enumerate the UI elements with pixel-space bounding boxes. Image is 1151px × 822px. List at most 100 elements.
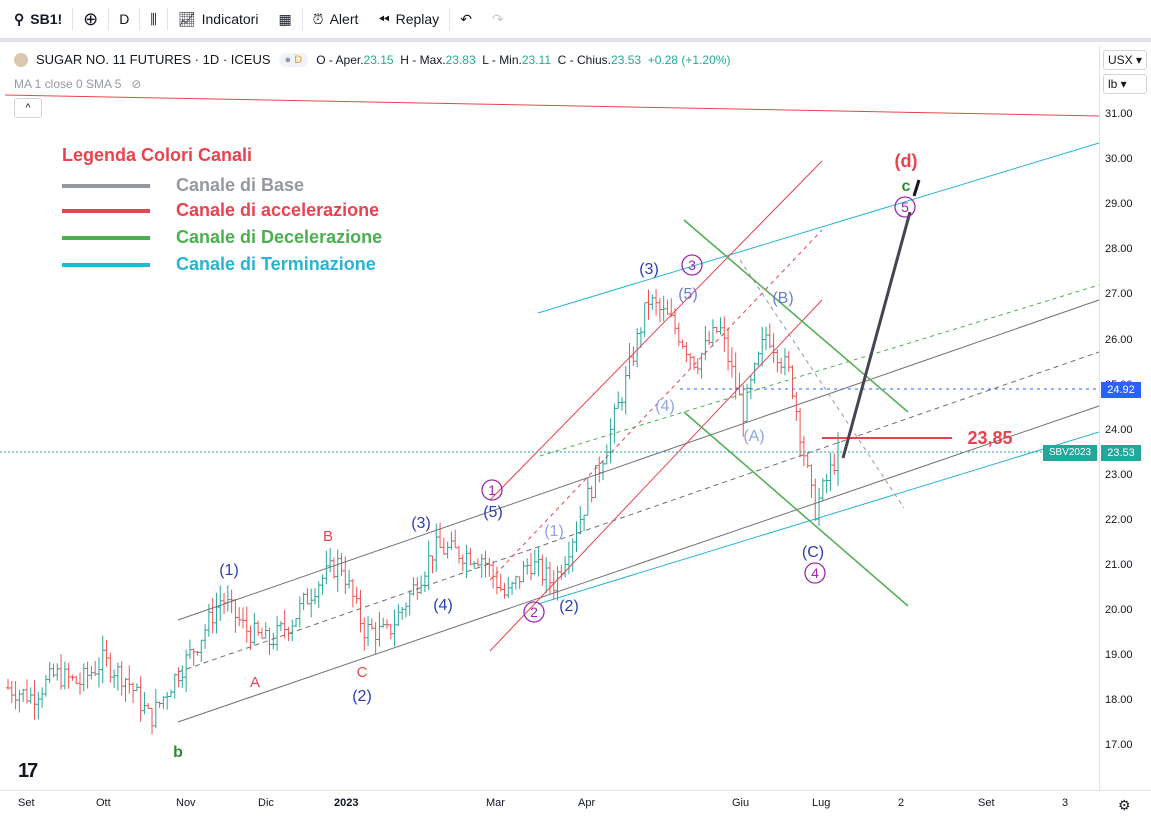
symbol-label: SB1! bbox=[30, 11, 63, 27]
grid-icon: ▦ bbox=[278, 10, 292, 27]
x-tick-label: 2 bbox=[898, 797, 905, 809]
divider bbox=[166, 8, 168, 30]
y-tick-label: 20.00 bbox=[1105, 604, 1133, 617]
deceleration-channel-lower bbox=[683, 411, 909, 607]
projection-arrow-tip bbox=[912, 179, 921, 197]
acceleration-channel-lower bbox=[489, 299, 823, 652]
replay-label: Replay bbox=[395, 11, 440, 27]
wave-labels: (1) B (3) (5) A C (2) (4) (1) (2) (3) (5) (4) (B) (A) (… bbox=[173, 151, 1012, 761]
wave-label: 23,85 bbox=[967, 428, 1012, 448]
divider bbox=[449, 8, 451, 30]
eye-off-icon[interactable]: ⊘ bbox=[131, 77, 142, 91]
wave-label: (5) bbox=[483, 504, 503, 521]
price-tag-level: 24.92 bbox=[1101, 382, 1141, 398]
wave-circle bbox=[681, 254, 703, 276]
interval-badge[interactable]: ● D bbox=[278, 52, 309, 67]
indicators-label: Indicatori bbox=[201, 11, 259, 27]
deceleration-median bbox=[739, 259, 905, 509]
wave-label: (4) bbox=[655, 398, 675, 415]
redo-button[interactable]: ↷ bbox=[482, 0, 514, 40]
acceleration-channel-median bbox=[489, 229, 823, 581]
y-tick-label: 24.00 bbox=[1105, 423, 1133, 436]
wave-circle bbox=[523, 601, 545, 623]
wave-label: (5) bbox=[678, 286, 698, 303]
rewind-icon: ⏪︎ bbox=[378, 10, 390, 27]
x-tick-label: 3 bbox=[1062, 797, 1069, 809]
price-chart[interactable]: (1) B (3) (5) A C (2) (4) (1) (2) (3) (5) (4) (B) (A) (… bbox=[0, 46, 1151, 822]
channel-legend-item: Canale di accelerazione bbox=[62, 200, 379, 221]
plus-circle-icon: ⊕ bbox=[83, 8, 99, 29]
y-tick-label: 26.00 bbox=[1105, 333, 1133, 346]
x-tick-label: Lug bbox=[812, 797, 831, 809]
interval-label: D bbox=[119, 11, 130, 27]
y-tick-label: 22.00 bbox=[1105, 513, 1133, 526]
price-axis[interactable] bbox=[1099, 46, 1151, 790]
deceleration-channel-upper bbox=[683, 219, 909, 413]
y-tick-label: 31.00 bbox=[1105, 108, 1133, 120]
unit-select[interactable]: lb ▾ bbox=[1103, 74, 1147, 94]
search-icon: ⚲ bbox=[14, 10, 25, 27]
wave-label: (C) bbox=[802, 544, 824, 561]
gear-icon[interactable]: ⚙ bbox=[1118, 797, 1131, 813]
wave-label: (A) bbox=[743, 428, 764, 445]
wave-label: A bbox=[250, 674, 260, 691]
alert-button[interactable]: ⏰︎ Alert bbox=[303, 0, 369, 40]
compare-button[interactable]: ⊕ bbox=[73, 0, 108, 40]
channel-legend-item: Canale di Base bbox=[62, 175, 304, 196]
x-tick-label: Apr bbox=[578, 797, 596, 809]
base-channel-median bbox=[177, 351, 1100, 673]
x-tick-label: Set bbox=[18, 797, 35, 809]
x-tick-label: Nov bbox=[176, 797, 196, 809]
collapse-legend-button[interactable]: ^ bbox=[14, 98, 42, 118]
interval-button[interactable]: D bbox=[109, 0, 139, 40]
x-tick-label: Giu bbox=[732, 797, 750, 809]
termination-channel-upper bbox=[537, 142, 1100, 314]
time-axis[interactable] bbox=[0, 790, 1151, 822]
channel-legend-title: Legenda Colori Canali bbox=[62, 145, 253, 165]
ohlc-values: O - Aper.23.15 H - Max.23.83 L - Min.23.… bbox=[316, 52, 731, 67]
indicator-legend[interactable]: MA 1 close 0 SMA 5 ⊘ bbox=[14, 77, 141, 91]
wave-circle bbox=[804, 562, 826, 584]
indicators-button[interactable]: 📈︎ Indicatori bbox=[168, 0, 269, 40]
indicator-label: MA 1 close 0 SMA 5 bbox=[14, 77, 122, 91]
wave-label: (1) bbox=[219, 562, 239, 579]
y-tick-label: 23.00 bbox=[1105, 468, 1133, 481]
base-channel-lower bbox=[177, 405, 1100, 723]
templates-button[interactable]: ▦ bbox=[268, 0, 301, 40]
indicators-icon: 📈︎ bbox=[177, 10, 196, 27]
base-channel-upper bbox=[177, 299, 1100, 621]
wave-label: c bbox=[902, 178, 911, 195]
chart-type-button[interactable]: ⫼ bbox=[140, 0, 166, 40]
wave-label: (3) bbox=[411, 515, 431, 532]
wave-label: (B) bbox=[772, 290, 793, 307]
wave-circle-label: 2 bbox=[530, 604, 538, 620]
wave-label: (d) bbox=[895, 151, 918, 171]
wave-label: C bbox=[357, 664, 368, 681]
divider bbox=[72, 8, 74, 30]
top-toolbar: ⚲ SB1! ⊕ D ⫼ 📈︎ Indicatori ▦ ⏰︎ Alert ⏪︎… bbox=[0, 0, 1151, 42]
divider bbox=[108, 8, 110, 30]
symbol-search[interactable]: ⚲ SB1! bbox=[0, 0, 72, 40]
tradingview-logo: 17 bbox=[18, 760, 38, 782]
wave-circle bbox=[481, 479, 503, 501]
deceleration-extension bbox=[539, 284, 1100, 457]
divider bbox=[301, 8, 303, 30]
currency-select[interactable]: USX ▾ bbox=[1103, 50, 1147, 70]
symbol-tag: SBV2023 bbox=[1043, 445, 1097, 461]
wave-label: B bbox=[323, 528, 333, 545]
y-tick-label: 17.00 bbox=[1105, 739, 1133, 752]
x-tick-label: Set bbox=[978, 797, 995, 809]
undo-icon: ↶ bbox=[460, 10, 472, 27]
y-tick-label: 28.00 bbox=[1105, 243, 1133, 256]
y-tick-label: 21.00 bbox=[1105, 559, 1133, 571]
channel-lines bbox=[0, 94, 1100, 723]
wave-label: (1) bbox=[544, 523, 564, 540]
divider bbox=[139, 8, 141, 30]
wave-label: (3) bbox=[639, 261, 659, 278]
y-tick-label: 18.00 bbox=[1105, 694, 1133, 707]
wave-circle-label: 3 bbox=[688, 257, 696, 273]
channel-legend-item: Canale di Decelerazione bbox=[62, 227, 382, 248]
x-tick-label: Ott bbox=[96, 797, 111, 809]
undo-button[interactable]: ↶ bbox=[450, 0, 482, 40]
replay-button[interactable]: ⏪︎ Replay bbox=[368, 0, 449, 40]
